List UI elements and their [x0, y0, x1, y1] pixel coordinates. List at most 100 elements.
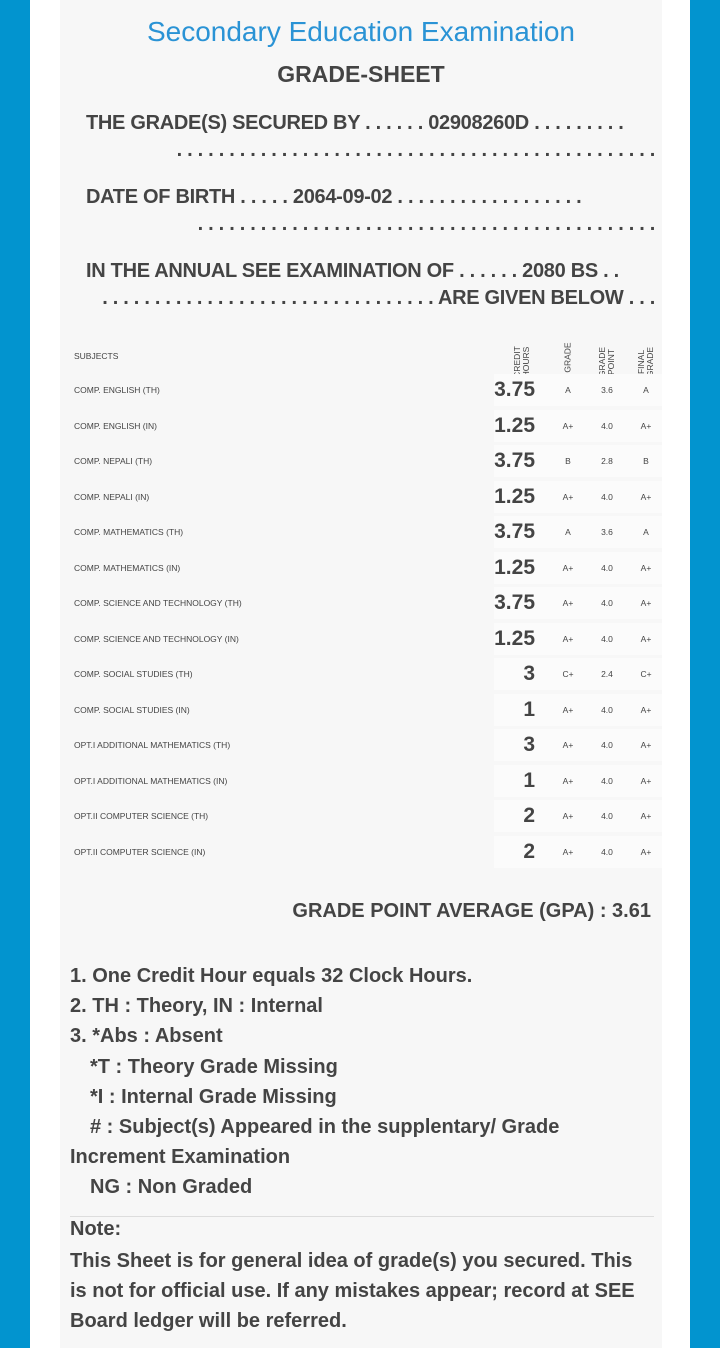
title: Secondary Education Examination: [146, 16, 576, 47]
final-grade: A+: [640, 740, 652, 750]
row-band: [494, 516, 662, 548]
row-band: [494, 729, 662, 761]
final-grade: C+: [640, 669, 652, 679]
side-bar: [690, 0, 720, 1348]
note-heading: Note:: [70, 1218, 122, 1240]
subject: COMP. SOCIAL STUDIES (TH): [74, 669, 193, 679]
grade: A: [565, 527, 571, 537]
grade-point: 4.0: [601, 491, 613, 502]
info-line: DATE OF BIRTH . . . . . 2064-09-02 . . .…: [86, 186, 582, 208]
grade: A+: [562, 598, 574, 608]
grade: A+: [562, 491, 574, 502]
subject: COMP. MATHEMATICS (IN): [74, 562, 181, 573]
legend-item: # : Subject(s) Appeared in the supplenta…: [70, 1116, 560, 1169]
grade-point: 3.6: [601, 385, 613, 395]
grade-point: 4.0: [601, 562, 613, 573]
row-band: [494, 835, 662, 868]
credit-hours: 3: [523, 662, 535, 685]
subject: COMP. MATHEMATICS (TH): [74, 527, 184, 537]
info-line: THE GRADE(S) SECURED BY . . . . . . 0290…: [86, 112, 624, 134]
legend-item: 2. TH : Theory, IN : Internal: [70, 995, 323, 1018]
grade-point: 2.8: [601, 456, 613, 466]
credit-hours: 1.25: [494, 484, 535, 508]
separator: [70, 1216, 654, 1217]
grade-point: 4.0: [601, 633, 613, 644]
grade: A+: [562, 633, 574, 644]
grade: A+: [562, 740, 574, 750]
grade: A+: [562, 420, 574, 431]
subject: COMP. NEPALI (IN): [74, 491, 150, 502]
row-band: [494, 622, 662, 655]
info-line: . . . . . . . . . . . . . . . . . . . . …: [197, 213, 655, 235]
legend-item: 3. *Abs : Absent: [70, 1025, 223, 1048]
subject: OPT.I ADDITIONAL MATHEMATICS (IN): [74, 775, 228, 786]
grade-sheet: Secondary Education Examination GRADE-SH…: [60, 0, 662, 1348]
column-header: SUBJECTS: [74, 351, 119, 361]
info-line: . . . . . . . . . . . . . . . . . . . . …: [102, 287, 655, 309]
grade-point: 3.6: [601, 527, 613, 537]
final-grade: A+: [640, 633, 652, 644]
side-bar: [0, 0, 30, 1348]
final-grade: A+: [640, 598, 652, 608]
final-grade: B: [643, 456, 649, 466]
subject: COMP. SCIENCE AND TECHNOLOGY (TH): [74, 598, 242, 608]
final-grade: A+: [640, 420, 652, 431]
legend-item: NG : Non Graded: [90, 1176, 253, 1199]
grade-table: SUBJECTS CREDIT HOURS GRADE GRADE POINT FINA…: [70, 335, 662, 875]
grade: A+: [562, 775, 574, 786]
info-block: THE GRADE(S) SECURED BY . . . . . . 0290…: [70, 112, 655, 166]
note-text: This Sheet is for general idea of grade(…: [70, 1250, 635, 1332]
row-band: [494, 693, 662, 726]
subject: OPT.II COMPUTER SCIENCE (IN): [74, 846, 206, 857]
final-grade: A+: [640, 562, 652, 573]
grade-point: 4.0: [601, 740, 613, 750]
legend-item: *T : Theory Grade Missing: [90, 1055, 338, 1078]
info-line: IN THE ANNUAL SEE EXAMINATION OF . . . .…: [86, 260, 619, 282]
credit-hours: 2: [523, 804, 535, 827]
grade: A+: [562, 846, 574, 857]
credit-hours: 3.75: [494, 520, 535, 543]
grade-point: 4.0: [601, 846, 613, 857]
legend-item: 1. One Credit Hour equals 32 Clock Hours…: [70, 965, 473, 987]
credit-hours: 3: [523, 733, 535, 756]
row-band: [494, 658, 662, 690]
row-band: [494, 551, 662, 584]
credit-hours: 2: [523, 839, 535, 863]
subject: COMP. SCIENCE AND TECHNOLOGY (IN): [74, 633, 239, 644]
info-block: IN THE ANNUAL SEE EXAMINATION OF . . . .…: [70, 260, 655, 314]
final-grade: A+: [640, 491, 652, 502]
row-band: [494, 409, 662, 442]
grade-point: 4.0: [601, 811, 613, 821]
subject: COMP. ENGLISH (IN): [74, 420, 157, 431]
info-line: . . . . . . . . . . . . . . . . . . . . …: [176, 139, 655, 161]
row-band: [494, 587, 662, 619]
subject: COMP. ENGLISH (TH): [74, 385, 160, 395]
final-grade: A+: [640, 811, 652, 821]
legend-item: *I : Internal Grade Missing: [90, 1085, 337, 1108]
final-grade: A+: [640, 775, 652, 786]
subject: COMP. NEPALI (TH): [74, 456, 153, 466]
credit-hours: 3.75: [494, 591, 535, 614]
credit-hours: 3.75: [494, 378, 535, 401]
credit-hours: 1: [523, 768, 535, 792]
subject: OPT.II COMPUTER SCIENCE (TH): [74, 811, 209, 821]
grade: A+: [562, 811, 574, 821]
gpa: GRADE POINT AVERAGE (GPA) : 3.61: [292, 900, 651, 922]
credit-hours: 1.25: [494, 555, 535, 579]
credit-hours: 1.25: [494, 413, 535, 437]
grade: B: [565, 456, 571, 466]
row-band: [494, 480, 662, 513]
row-band: [494, 374, 662, 406]
final-grade: A: [643, 385, 649, 395]
credit-hours: 1: [523, 697, 535, 721]
grade: A: [565, 385, 571, 395]
credit-hours: 1.25: [494, 626, 535, 650]
grade: A+: [562, 562, 574, 573]
grade-point: 4.0: [601, 420, 613, 431]
column-header: GRADE: [562, 342, 573, 373]
row-band: [494, 445, 662, 477]
final-grade: A+: [640, 846, 652, 857]
row-band: [494, 800, 662, 832]
final-grade: A+: [640, 704, 652, 715]
grade-point: 4.0: [601, 775, 613, 786]
